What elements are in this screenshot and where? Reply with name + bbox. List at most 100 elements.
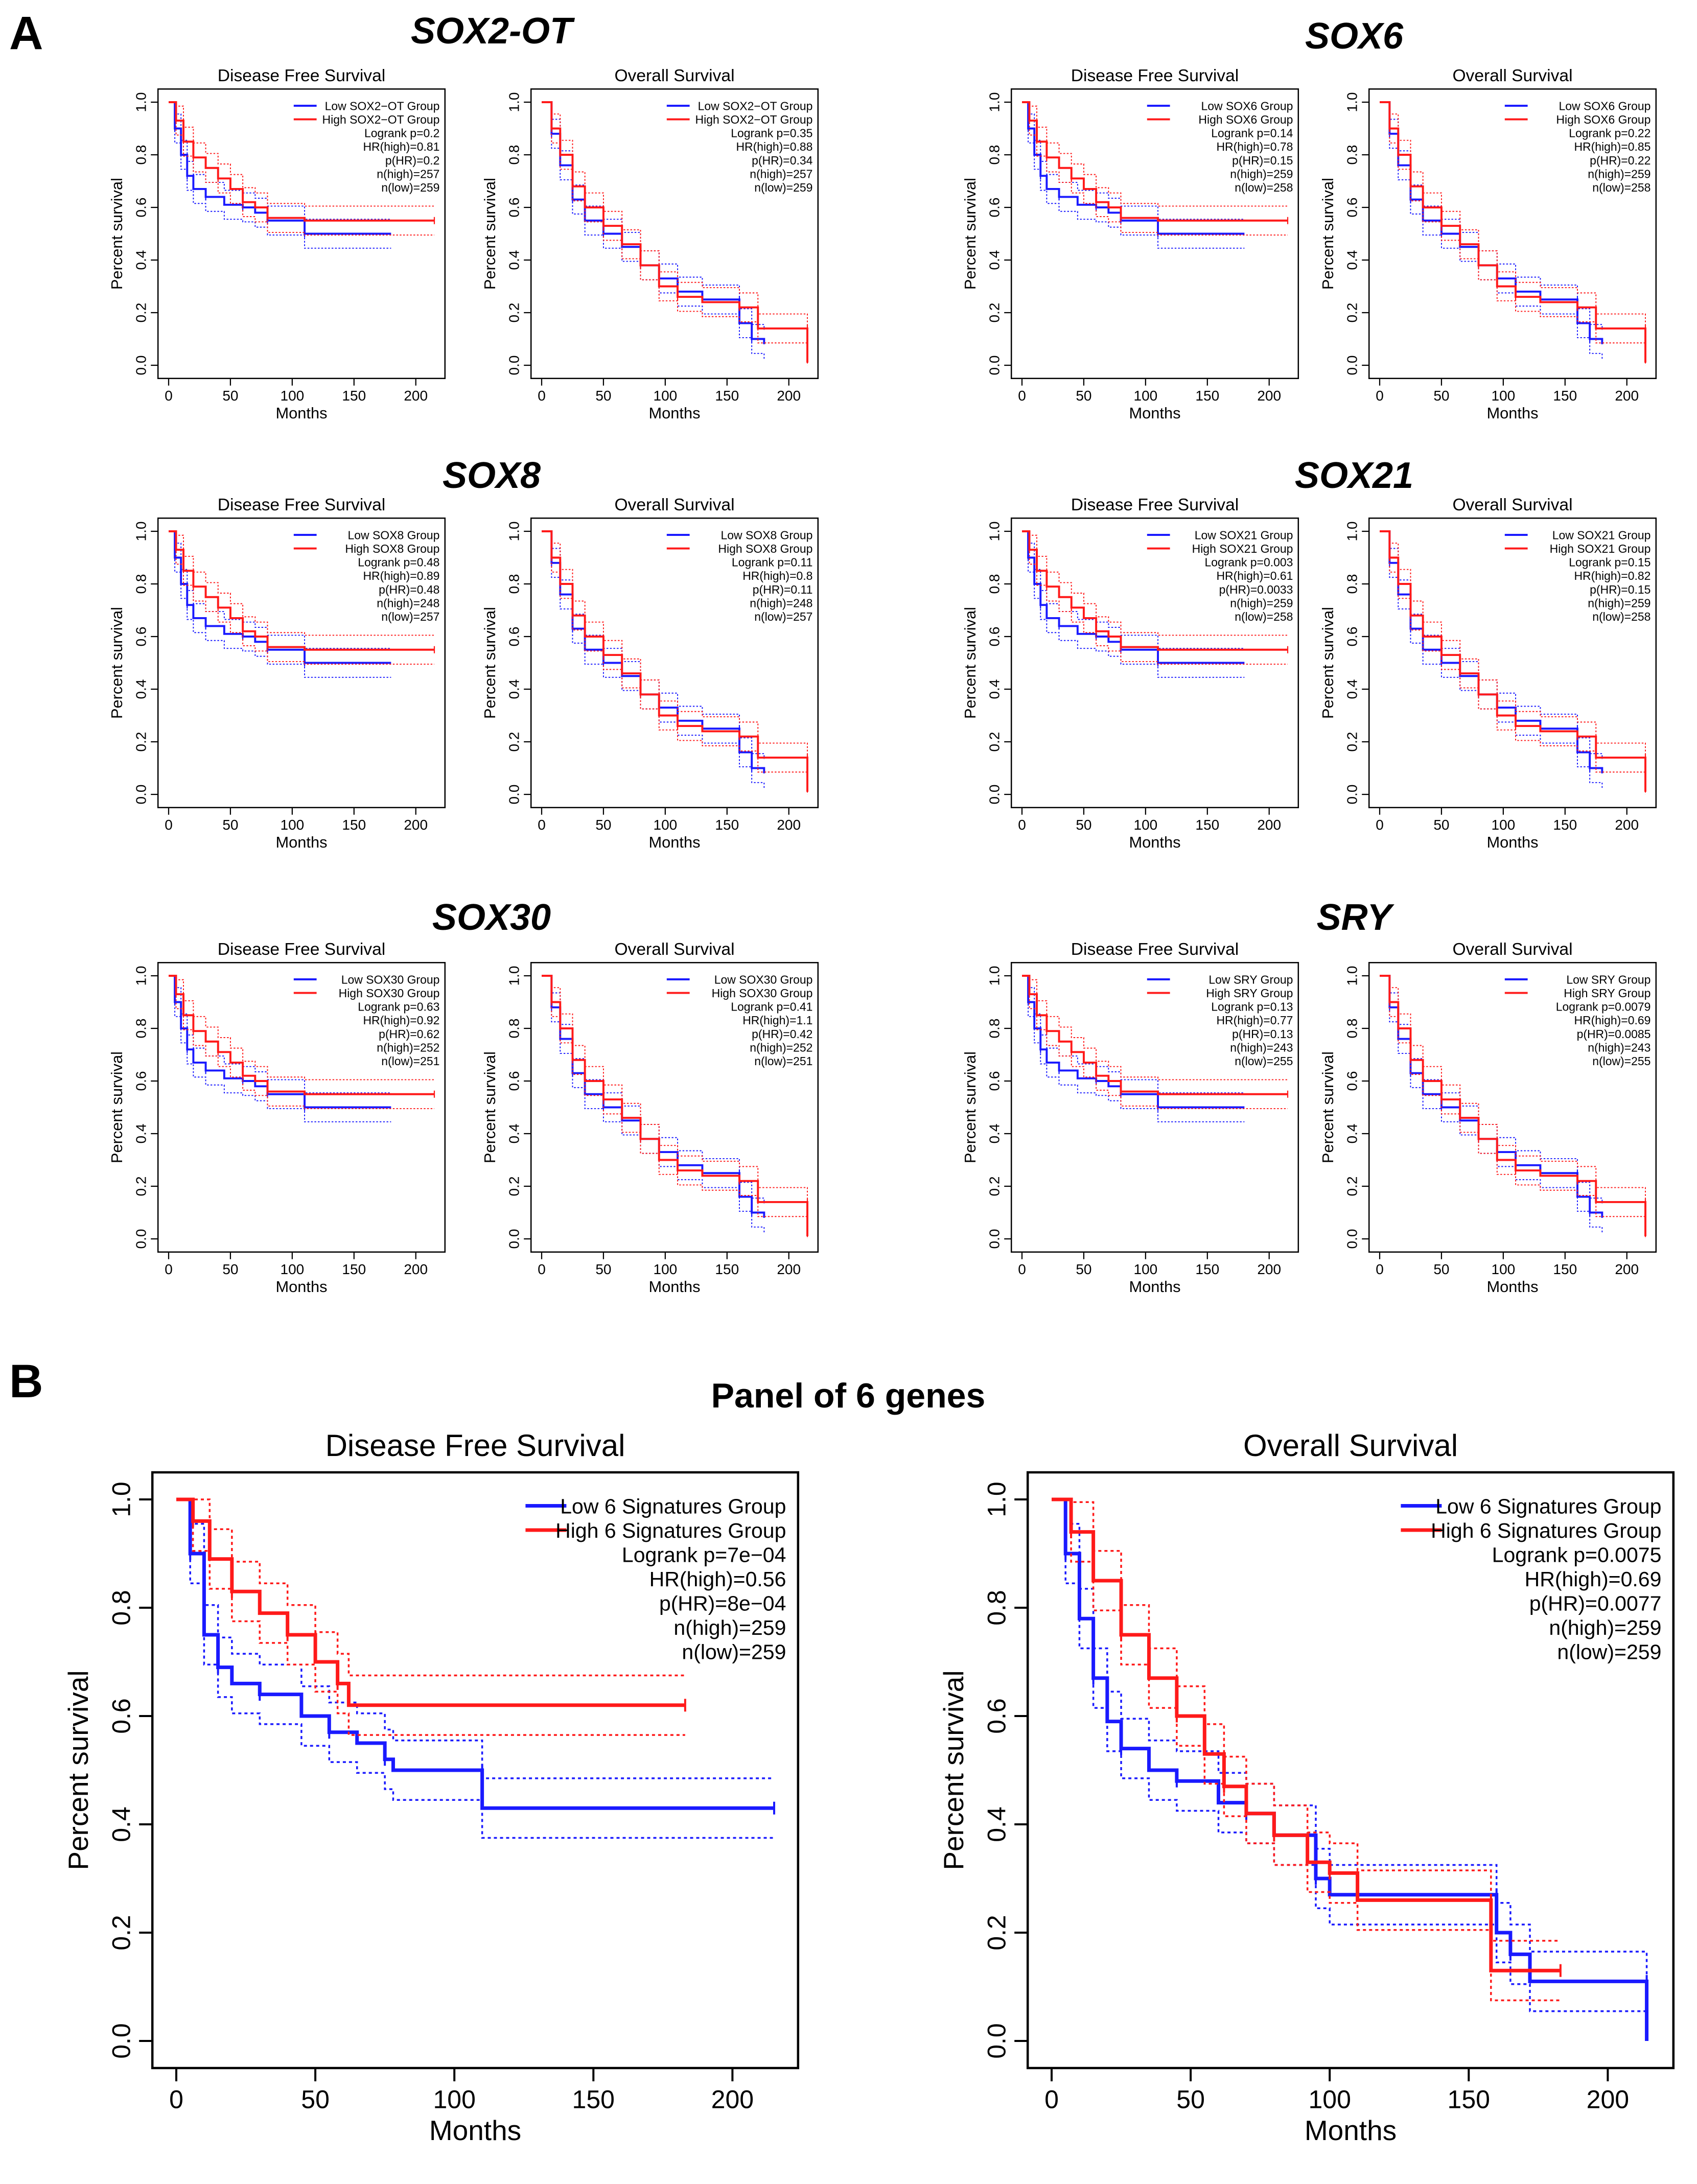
gene-0-dfs-stat: HR(high)=0.81 — [363, 140, 439, 153]
gene-1-dfs-title: Disease Free Survival — [1071, 66, 1239, 85]
gene-3-dfs-stat: p(HR)=0.0033 — [1219, 583, 1293, 596]
gene-1-dfs-y-tick-label: 0.8 — [986, 145, 1002, 165]
gene-title-sox30: SOX30 — [432, 897, 551, 938]
panel-b-os-x-tick-label: 50 — [1176, 2085, 1205, 2114]
gene-2-os-stat: n(high)=248 — [750, 596, 812, 609]
gene-title-sox21: SOX21 — [1295, 455, 1413, 496]
gene-1-dfs-y-axis-label: Percent survival — [961, 178, 979, 290]
gene-1-dfs-y-tick-label: 0.2 — [986, 303, 1002, 323]
gene-5-dfs-x-tick-label: 100 — [1134, 1261, 1158, 1277]
gene-0-dfs-title: Disease Free Survival — [218, 66, 385, 85]
gene-2-os-y-tick-label: 1.0 — [506, 522, 522, 542]
gene-5-dfs-high-survival-curve — [1022, 975, 1288, 1095]
gene-4-dfs-x-tick-label: 50 — [222, 1261, 238, 1277]
gene-5-os-title: Overall Survival — [1452, 940, 1572, 959]
gene-5-os-y-tick-label: 0.6 — [1344, 1071, 1360, 1091]
gene-2-os-legend-low: Low SOX8 Group — [720, 528, 812, 542]
gene-1-os-y-tick-label: 0.6 — [1344, 198, 1360, 218]
gene-5-os-y-tick-label: 0.0 — [1344, 1229, 1360, 1249]
gene-4-dfs-high-ci-lower — [169, 975, 434, 1110]
gene-2-os-stat: HR(high)=0.8 — [742, 569, 812, 582]
gene-title-sox8: SOX8 — [443, 455, 541, 496]
panel-b-os-x-axis-label: Months — [1305, 2115, 1397, 2146]
panel-b-dfs-y-tick-label: 0.2 — [107, 1915, 136, 1951]
gene-5-os-y-tick-label: 1.0 — [1344, 966, 1360, 986]
gene-5-os-stat: n(high)=243 — [1588, 1041, 1650, 1054]
gene-1-dfs-x-tick-label: 150 — [1195, 388, 1219, 404]
gene-4-os-y-tick-label: 0.4 — [506, 1124, 522, 1144]
gene-1-os-y-tick-label: 0.8 — [1344, 145, 1360, 165]
gene-4-dfs-x-tick-label: 0 — [165, 1261, 173, 1277]
gene-1-os-x-tick-label: 0 — [1376, 388, 1384, 404]
panel-b-os-y-tick-label: 1.0 — [983, 1482, 1011, 1517]
gene-3-dfs-high-ci-upper — [1022, 531, 1288, 636]
panel-b-dfs-high-ci-lower — [176, 1498, 685, 1736]
gene-5-os-x-axis-label: Months — [1487, 1278, 1539, 1296]
gene-0-os-title: Overall Survival — [614, 66, 734, 85]
panel-b-dfs-x-tick-label: 200 — [711, 2085, 754, 2114]
gene-3-dfs-x-tick-label: 150 — [1195, 817, 1219, 833]
gene-3-dfs-high-ci-lower — [1022, 531, 1288, 665]
gene-5-os-x-tick-label: 50 — [1433, 1261, 1449, 1277]
gene-1-os-x-tick-label: 100 — [1492, 388, 1516, 404]
gene-2-os-group: Overall Survival 0 50 100 150 200 0.0 0.2 0.4 0.6… — [481, 496, 819, 851]
panel-b-os-y-axis-label: Percent survival — [938, 1670, 969, 1870]
gene-2-os-y-tick-label: 0.0 — [506, 785, 522, 805]
gene-2-dfs-y-tick-label: 0.8 — [133, 574, 149, 594]
gene-2-dfs-stat: Logrank p=0.48 — [358, 556, 439, 569]
gene-4-dfs-stat: n(low)=251 — [381, 1054, 439, 1068]
panel-b-os-x-tick-label: 100 — [1308, 2085, 1351, 2114]
gene-0-dfs-legend-low: Low SOX2−OT Group — [325, 99, 440, 112]
gene-1-dfs-x-tick-label: 50 — [1076, 388, 1091, 404]
gene-3-dfs-stat: n(low)=258 — [1235, 610, 1293, 623]
gene-1-dfs-plot-frame — [1010, 88, 1299, 380]
panel-b-os-plot-frame — [1026, 1471, 1675, 2070]
gene-2-os-x-tick-label: 100 — [654, 817, 678, 833]
gene-0-os-y-tick-label: 0.0 — [506, 356, 522, 375]
gene-1-dfs-stat: n(low)=258 — [1235, 181, 1293, 194]
gene-5-dfs-y-tick-label: 0.4 — [986, 1124, 1002, 1144]
gene-2-dfs-group: Disease Free Survival 0 50 100 150 200 0.0 0.2 0… — [108, 496, 446, 851]
gene-1-dfs-x-axis-label: Months — [1129, 404, 1181, 422]
gene-4-dfs-y-tick-label: 0.0 — [133, 1229, 149, 1249]
panel-b-dfs-high-ci-upper — [176, 1498, 685, 1677]
gene-4-os-x-tick-label: 50 — [595, 1261, 611, 1277]
gene-1-os-x-axis-label: Months — [1487, 404, 1539, 422]
gene-0-os-group: Overall Survival 0 50 100 150 200 0.0 0.2 0.4 0.6… — [481, 66, 819, 422]
gene-1-dfs-y-tick-label: 0.4 — [986, 250, 1002, 270]
gene-title-sry: SRY — [1317, 897, 1395, 938]
gene-3-os-plot-frame — [1368, 517, 1657, 809]
gene-1-dfs-stat: p(HR)=0.15 — [1232, 154, 1293, 167]
gene-1-os-stat: Logrank p=0.22 — [1569, 127, 1650, 140]
gene-3-dfs-x-axis-label: Months — [1129, 833, 1181, 851]
gene-0-dfs-group: Disease Free Survival 0 50 100 150 200 0.0 0.2 0… — [108, 66, 446, 422]
gene-3-dfs-x-tick-label: 100 — [1134, 817, 1158, 833]
gene-3-dfs-x-tick-label: 200 — [1257, 817, 1281, 833]
gene-2-dfs-stat: n(high)=248 — [377, 596, 439, 609]
panel-b-dfs-legend-low: Low 6 Signatures Group — [560, 1495, 786, 1518]
gene-5-dfs-legend-high: High SRY Group — [1206, 987, 1293, 1000]
gene-4-os-x-tick-label: 150 — [715, 1261, 739, 1277]
gene-4-os-legend-high: High SOX30 Group — [712, 987, 813, 1000]
gene-5-dfs-title: Disease Free Survival — [1071, 940, 1239, 959]
gene-1-dfs-x-tick-label: 0 — [1018, 388, 1026, 404]
gene-5-os-stat: HR(high)=0.69 — [1574, 1014, 1650, 1027]
gene-4-os-x-tick-label: 100 — [654, 1261, 678, 1277]
gene-4-os-stat: n(high)=252 — [750, 1041, 812, 1054]
gene-0-dfs-stat: p(HR)=0.2 — [385, 154, 440, 167]
panel-b-dfs-stat: n(high)=259 — [673, 1616, 786, 1639]
gene-3-dfs-y-tick-label: 0.8 — [986, 574, 1002, 594]
gene-0-os-plot-frame — [530, 88, 819, 380]
gene-3-os-x-tick-label: 150 — [1553, 817, 1577, 833]
panel-b-os-stat: Logrank p=0.0075 — [1492, 1543, 1662, 1567]
gene-4-os-x-tick-label: 200 — [777, 1261, 801, 1277]
gene-3-os-legend-high: High SOX21 Group — [1550, 542, 1651, 555]
gene-5-dfs-y-tick-label: 0.6 — [986, 1071, 1002, 1091]
gene-4-dfs-x-axis-label: Months — [276, 1278, 328, 1296]
gene-4-dfs-stat: p(HR)=0.62 — [379, 1027, 439, 1041]
gene-0-dfs-x-tick-label: 50 — [222, 388, 238, 404]
gene-2-os-stat: n(low)=257 — [754, 610, 812, 623]
gene-0-os-y-tick-label: 0.6 — [506, 198, 522, 218]
panel-b-dfs-plot-frame — [151, 1471, 800, 2070]
